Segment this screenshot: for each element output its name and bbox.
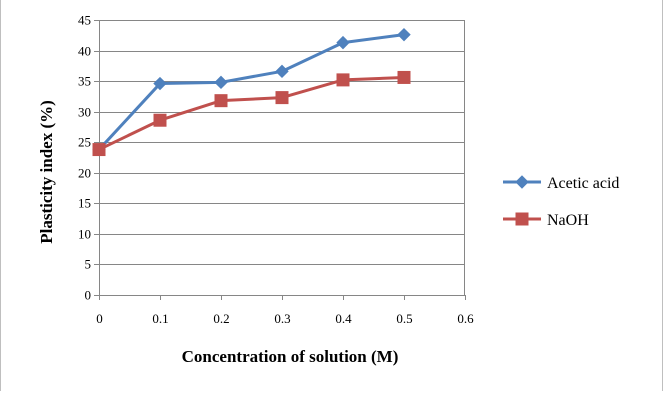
data-point [397, 27, 411, 42]
x-tick-label: 0.6 [457, 311, 474, 326]
y-tick-label: 10 [78, 227, 91, 242]
legend-item: Acetic acid [503, 175, 619, 192]
y-tick-label: 15 [78, 196, 91, 211]
legend-marker [515, 212, 529, 226]
y-axis-title: Plasticity index (%) [37, 100, 56, 244]
series-layer [92, 27, 411, 157]
x-tick-label: 0.3 [274, 311, 290, 326]
data-point [397, 70, 411, 84]
series-markers-1 [92, 70, 411, 157]
axes [99, 20, 465, 296]
data-point [153, 76, 167, 91]
x-tick-label: 0.1 [152, 311, 168, 326]
y-tick-label: 5 [85, 257, 92, 272]
data-point [336, 35, 350, 50]
x-tick-label: 0.5 [396, 311, 412, 326]
legend-label: Acetic acid [547, 175, 619, 192]
legend-item: NaOH [503, 212, 589, 229]
data-point [275, 64, 289, 79]
data-point [214, 94, 228, 108]
series-1 [98, 75, 405, 151]
x-axis-title: Concentration of solution (M) [182, 347, 399, 366]
legend-marker [515, 175, 529, 189]
gridlines [99, 20, 465, 265]
series-line [98, 75, 405, 151]
legend-label: NaOH [547, 212, 589, 229]
y-tick-label: 0 [85, 288, 92, 303]
series-line [97, 33, 405, 151]
y-tick-label: 40 [78, 44, 91, 59]
data-point [214, 75, 228, 90]
y-tick-label: 20 [78, 166, 91, 181]
y-tick-label: 45 [78, 13, 91, 28]
y-tick-label: 35 [78, 74, 91, 89]
x-tick-label: 0 [96, 311, 103, 326]
data-point [92, 143, 106, 157]
y-tick-label: 30 [78, 105, 91, 120]
x-tick-label: 0.4 [335, 311, 352, 326]
y-tick-label: 25 [78, 135, 91, 150]
data-point [153, 113, 167, 127]
series-0 [97, 33, 405, 151]
series-markers-0 [92, 27, 411, 157]
tick-labels: 0 5 10 15 20 25 30 35 40 45 0 0.1 0.2 0.3 0.4 0.5 0.6 [78, 13, 474, 327]
legend: Acetic acid NaOH [503, 175, 619, 229]
data-point [336, 73, 350, 87]
x-tick-label: 0.2 [213, 311, 229, 326]
data-point [275, 91, 289, 105]
